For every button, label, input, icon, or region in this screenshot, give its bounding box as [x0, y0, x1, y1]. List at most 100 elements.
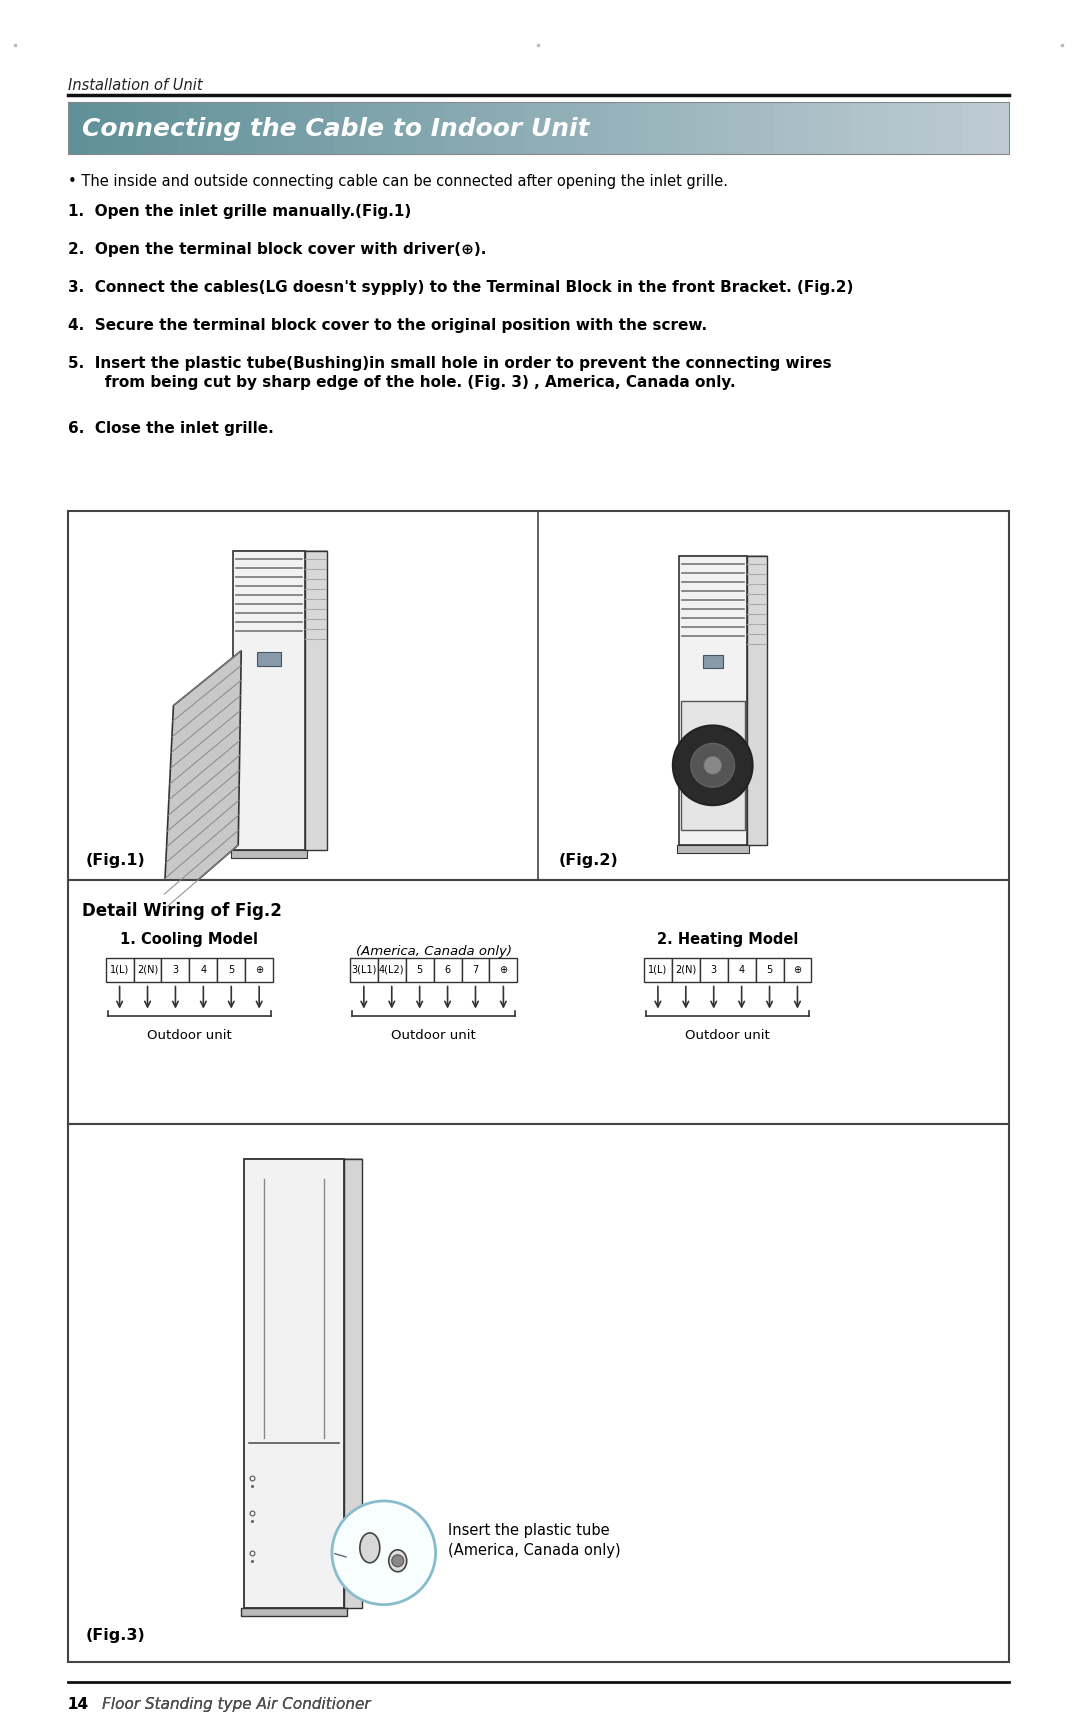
Bar [146, 102, 163, 154]
Text: Outdoor unit: Outdoor unit [391, 1029, 476, 1043]
Text: 4.  Secure the terminal block cover to the original position with the screw.: 4. Secure the terminal block cover to th… [68, 318, 707, 333]
Bar [272, 102, 288, 154]
Bar [162, 102, 178, 154]
Bar [756, 958, 783, 982]
Bar [742, 102, 759, 154]
Bar [68, 102, 84, 154]
Text: 4: 4 [739, 965, 745, 975]
Bar [287, 102, 305, 154]
Bar [852, 102, 868, 154]
Text: 3.  Connect the cables(LG doesn't sypply) to the Terminal Block in the front Bra: 3. Connect the cables(LG doesn't sypply)… [68, 279, 853, 295]
Bar [475, 102, 492, 154]
Bar [68, 1124, 1009, 1662]
Circle shape [704, 756, 721, 774]
Circle shape [332, 1501, 435, 1605]
Bar [335, 102, 351, 154]
Bar [711, 102, 728, 154]
Text: 3: 3 [711, 965, 717, 975]
Bar [134, 958, 162, 982]
Bar [193, 102, 210, 154]
Bar [728, 958, 756, 982]
Bar [672, 958, 700, 982]
Bar [946, 102, 962, 154]
Bar [350, 102, 367, 154]
Text: 14: 14 [68, 1697, 89, 1712]
Bar [83, 102, 100, 154]
Text: 7: 7 [472, 965, 478, 975]
Bar [241, 1608, 347, 1615]
Bar [821, 102, 837, 154]
Bar [162, 958, 189, 982]
Bar [225, 102, 241, 154]
Text: 6.  Close the inlet grille.: 6. Close the inlet grille. [68, 422, 273, 437]
Bar [915, 102, 931, 154]
Bar [523, 102, 539, 154]
Bar [773, 102, 791, 154]
Bar [700, 958, 728, 982]
Bar [758, 102, 774, 154]
Circle shape [691, 743, 734, 788]
Bar [245, 958, 273, 982]
Bar [397, 102, 414, 154]
Bar [805, 102, 822, 154]
Bar [381, 102, 399, 154]
Bar [507, 102, 524, 154]
Bar [444, 102, 461, 154]
Polygon shape [746, 555, 767, 845]
Bar [977, 102, 994, 154]
Bar [930, 102, 947, 154]
Text: 5: 5 [767, 965, 772, 975]
Bar [68, 512, 1009, 880]
Bar [460, 102, 476, 154]
Bar [131, 102, 147, 154]
Bar [303, 102, 320, 154]
Circle shape [392, 1555, 404, 1567]
Bar [679, 102, 697, 154]
Bar [677, 845, 748, 854]
Bar [114, 102, 132, 154]
Text: 5.  Insert the plastic tube(Bushing)in small hole in order to prevent the connec: 5. Insert the plastic tube(Bushing)in sm… [68, 356, 832, 390]
Text: Outdoor unit: Outdoor unit [147, 1029, 232, 1043]
Bar [680, 701, 744, 829]
Bar [489, 958, 517, 982]
Text: 3(L1): 3(L1) [351, 965, 377, 975]
Bar [106, 958, 134, 982]
Text: 2.  Open the terminal block cover with driver(⊕).: 2. Open the terminal block cover with dr… [68, 241, 486, 257]
Bar [664, 102, 680, 154]
Bar [554, 102, 570, 154]
Text: 1(L): 1(L) [110, 965, 130, 975]
Bar [538, 102, 555, 154]
Text: Installation of Unit: Installation of Unit [68, 78, 202, 92]
Bar [703, 654, 723, 668]
Text: 1(L): 1(L) [648, 965, 667, 975]
Text: ⊕: ⊕ [255, 965, 264, 975]
Bar [783, 958, 811, 982]
Bar [433, 958, 461, 982]
Polygon shape [305, 552, 327, 850]
Bar [231, 850, 307, 859]
Bar [68, 102, 1009, 154]
Bar [836, 102, 853, 154]
Ellipse shape [360, 1534, 380, 1563]
Bar [585, 102, 602, 154]
Bar [378, 958, 406, 982]
Circle shape [673, 725, 753, 805]
Text: ⊕: ⊕ [794, 965, 801, 975]
Bar [883, 102, 900, 154]
Bar [233, 552, 305, 850]
Bar [413, 102, 430, 154]
Bar [727, 102, 743, 154]
Bar [600, 102, 618, 154]
Text: 14   Floor Standing type Air Conditioner: 14 Floor Standing type Air Conditioner [68, 1697, 370, 1712]
Text: 1. Cooling Model: 1. Cooling Model [120, 932, 258, 947]
Text: • The inside and outside connecting cable can be connected after opening the inl: • The inside and outside connecting cabl… [68, 174, 728, 189]
Bar [350, 958, 378, 982]
Bar [789, 102, 806, 154]
Polygon shape [163, 651, 241, 909]
Bar [189, 958, 217, 982]
Bar [240, 102, 257, 154]
Text: 2(N): 2(N) [675, 965, 697, 975]
Text: 4: 4 [200, 965, 206, 975]
Text: (Fig.1): (Fig.1) [85, 854, 146, 868]
Bar [257, 652, 281, 666]
